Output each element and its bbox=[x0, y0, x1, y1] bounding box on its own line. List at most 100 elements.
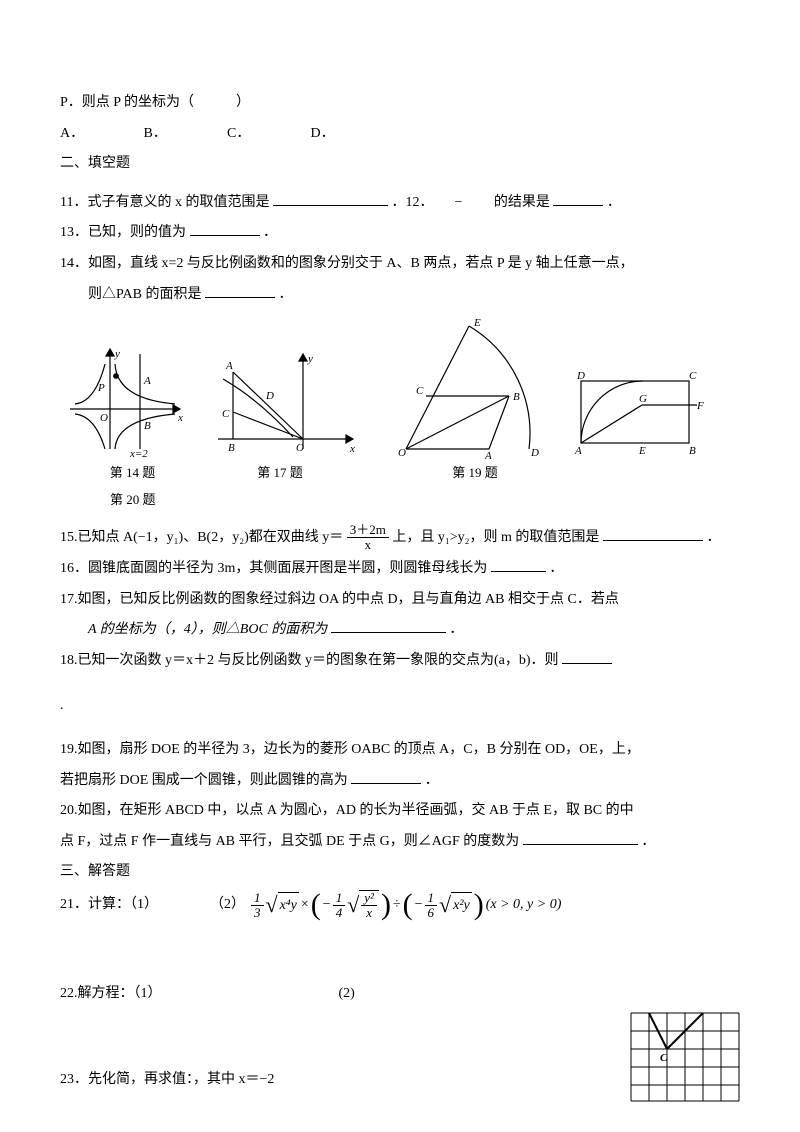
svg-text:A: A bbox=[484, 450, 492, 459]
q16-tail: ． bbox=[549, 561, 563, 576]
svg-text:C: C bbox=[222, 408, 230, 420]
f1t: 1 bbox=[251, 891, 264, 906]
q14-tail: ． bbox=[278, 287, 292, 302]
svg-text:O: O bbox=[398, 447, 406, 459]
q15-frac-bot: x bbox=[362, 538, 375, 552]
dot: . bbox=[60, 693, 740, 720]
q11: 11．式子有意义的 x 的取值范围是 ．12． − 的结果是 ． bbox=[60, 190, 740, 217]
q11-text2: ．12． − 的结果是 bbox=[391, 195, 549, 210]
opt-d: D． bbox=[311, 121, 391, 148]
svg-text:A: A bbox=[143, 375, 151, 387]
svg-text:x: x bbox=[349, 443, 355, 455]
svg-text:x=2: x=2 bbox=[129, 448, 148, 459]
svg-text:B: B bbox=[228, 442, 235, 454]
q13-text1: 13．已知，则的值为 bbox=[60, 225, 186, 240]
svg-text:A: A bbox=[574, 445, 582, 457]
q16: 16．圆锥底面圆的半径为 3m，其侧面展开图是半圆，则圆锥母线长为 ． bbox=[60, 556, 740, 583]
svg-text:P: P bbox=[97, 382, 105, 394]
section-2-heading: 二、填空题 bbox=[60, 151, 740, 178]
q15-frac-top: 3＋2m bbox=[347, 523, 389, 538]
q11-text1: 11．式子有意义的 x 的取值范围是 bbox=[60, 195, 273, 210]
opt-c: C． bbox=[227, 121, 307, 148]
q17-text2: A 的坐标为（，4），则△BOC 的面积为 bbox=[88, 622, 327, 637]
f1b: 3 bbox=[251, 906, 264, 920]
q23-text1: 23．先化简，再求值：，其中 x＝−2 bbox=[60, 1072, 274, 1087]
svg-text:x: x bbox=[177, 412, 183, 424]
q15-text1: 15.已知点 A(−1，y₁)、B(2，y₂)都在双曲线 y＝ bbox=[60, 530, 343, 545]
r2t: y² bbox=[361, 891, 377, 906]
f2t: 1 bbox=[333, 891, 346, 906]
corner-grid-figure: B A C bbox=[630, 1012, 740, 1102]
cap17: 第 17 题 bbox=[220, 461, 340, 486]
r1: x⁴y bbox=[278, 892, 299, 920]
q13-tail: ． bbox=[263, 225, 277, 240]
q15: 15.已知点 A(−1，y₁)、B(2，y₂)都在双曲线 y＝ 3＋2m x 上… bbox=[60, 523, 740, 553]
q14-l2: 则△PAB 的面积是 ． bbox=[60, 282, 740, 309]
q21: 21．计算：（1） （2） 13 √x⁴y × ( − 14 √y²x ) ÷ … bbox=[60, 890, 740, 921]
q20-text2: 点 F，过点 F 作一直线与 AB 平行，且交弧 DE 于点 G，则∠AGF 的… bbox=[60, 834, 519, 849]
captions2: 第 20 题 bbox=[60, 488, 740, 513]
svg-text:D: D bbox=[576, 370, 585, 382]
q13: 13．已知，则的值为 ． bbox=[60, 220, 740, 247]
q15-blank bbox=[603, 527, 703, 541]
q21-math: 13 √x⁴y × ( − 14 √y²x ) ÷ ( − 16 √x²y ) … bbox=[251, 890, 561, 921]
opt-a: A． bbox=[60, 121, 140, 148]
svg-text:D: D bbox=[530, 447, 539, 459]
q14-text2: 则△PAB 的面积是 bbox=[88, 287, 201, 302]
opt-b: B． bbox=[144, 121, 224, 148]
svg-text:E: E bbox=[638, 445, 646, 457]
q14-blank bbox=[205, 284, 275, 298]
q22: 22.解方程：（1） (2) bbox=[60, 981, 740, 1008]
svg-text:O: O bbox=[296, 442, 304, 454]
section-3-heading: 三、解答题 bbox=[60, 859, 740, 886]
q15-text2: 上，且 y₁>y₂，则 m 的取值范围是 bbox=[392, 530, 599, 545]
q16-blank bbox=[491, 558, 546, 572]
q20-tail: ． bbox=[641, 834, 655, 849]
q22-text2: (2) bbox=[339, 986, 355, 1001]
q17-tail: ． bbox=[449, 622, 463, 637]
captions: 第 14 题 第 17 题 第 19 题 bbox=[60, 461, 740, 486]
q18-text1: 18.已知一次函数 y＝x＋2 与反比例函数 y＝的图象在第一象限的交点为(a，… bbox=[60, 653, 559, 668]
grid-A: A bbox=[699, 1012, 707, 1013]
q17-blank bbox=[331, 619, 446, 633]
q19-l2: 若把扇形 DOE 围成一个圆锥，则此圆锥的高为 ． bbox=[60, 768, 740, 795]
q20-l1: 20.如图，在矩形 ABCD 中，以点 A 为圆心，AD 的长为半径画弧，交 A… bbox=[60, 798, 740, 825]
svg-text:C: C bbox=[689, 370, 697, 382]
grid-B: B bbox=[642, 1012, 650, 1013]
q21-label: 21．计算：（1） bbox=[60, 892, 158, 919]
q15-tail: ． bbox=[706, 530, 720, 545]
q17-l1: 17.如图，已知反比例函数的图象经过斜边 OA 的中点 D，且与直角边 AB 相… bbox=[60, 587, 740, 614]
cap20: 第 20 题 bbox=[110, 488, 156, 513]
q17-l2: A 的坐标为（，4），则△BOC 的面积为 ． bbox=[60, 617, 740, 644]
q10-options: A． B． C． D． bbox=[60, 121, 740, 148]
figures-row: y x A B P O x=2 y x bbox=[60, 314, 740, 459]
q19-text2: 若把扇形 DOE 围成一个圆锥，则此圆锥的高为 bbox=[60, 773, 348, 788]
svg-text:B: B bbox=[144, 420, 151, 432]
q19-tail: ． bbox=[425, 773, 439, 788]
svg-text:C: C bbox=[416, 385, 424, 397]
svg-text:G: G bbox=[639, 393, 647, 405]
q21-cond: (x > 0, y > 0) bbox=[486, 892, 562, 919]
svg-text:B: B bbox=[513, 391, 520, 403]
r3: x²y bbox=[451, 892, 472, 920]
q20-blank bbox=[523, 831, 638, 845]
svg-text:y: y bbox=[114, 348, 120, 360]
f2b: 4 bbox=[333, 906, 346, 920]
q15-frac: 3＋2m x bbox=[347, 523, 389, 553]
q19-l1: 19.如图，扇形 DOE 的半径为 3，边长为的菱形 OABC 的顶点 A，C，… bbox=[60, 737, 740, 764]
q21-part2: （2） bbox=[210, 892, 245, 919]
f3b: 6 bbox=[425, 906, 438, 920]
fig-17: y x A D C B O bbox=[208, 344, 363, 459]
r2b: x bbox=[363, 906, 375, 920]
fig-20: D C F G A E B bbox=[569, 369, 704, 459]
svg-text:y: y bbox=[307, 353, 313, 365]
svg-text:B: B bbox=[689, 445, 696, 457]
grid-C: C bbox=[660, 1052, 668, 1064]
cap19: 第 19 题 bbox=[420, 461, 530, 486]
f3t: 1 bbox=[425, 891, 438, 906]
q13-blank bbox=[190, 222, 260, 236]
q16-text1: 16．圆锥底面圆的半径为 3m，其侧面展开图是半圆，则圆锥母线长为 bbox=[60, 561, 487, 576]
fig-19: E C B O A D bbox=[381, 314, 541, 459]
q11-tail: ． bbox=[607, 195, 621, 210]
q18-blank bbox=[562, 650, 612, 664]
